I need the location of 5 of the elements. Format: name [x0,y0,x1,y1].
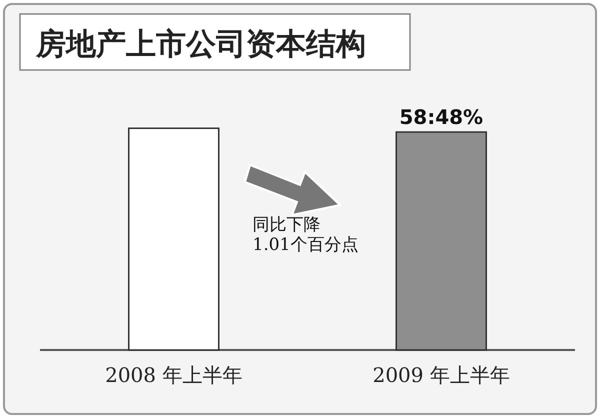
chart-title: 房地产上市公司资本结构 [35,27,366,62]
annotation: 同比下降 1.01个百分点 [252,215,358,255]
data-label: 58:48% [399,105,484,130]
x-tick-label: 2008 年上半年 [105,363,242,387]
x-tick-label: 2009 年上半年 [372,363,510,387]
